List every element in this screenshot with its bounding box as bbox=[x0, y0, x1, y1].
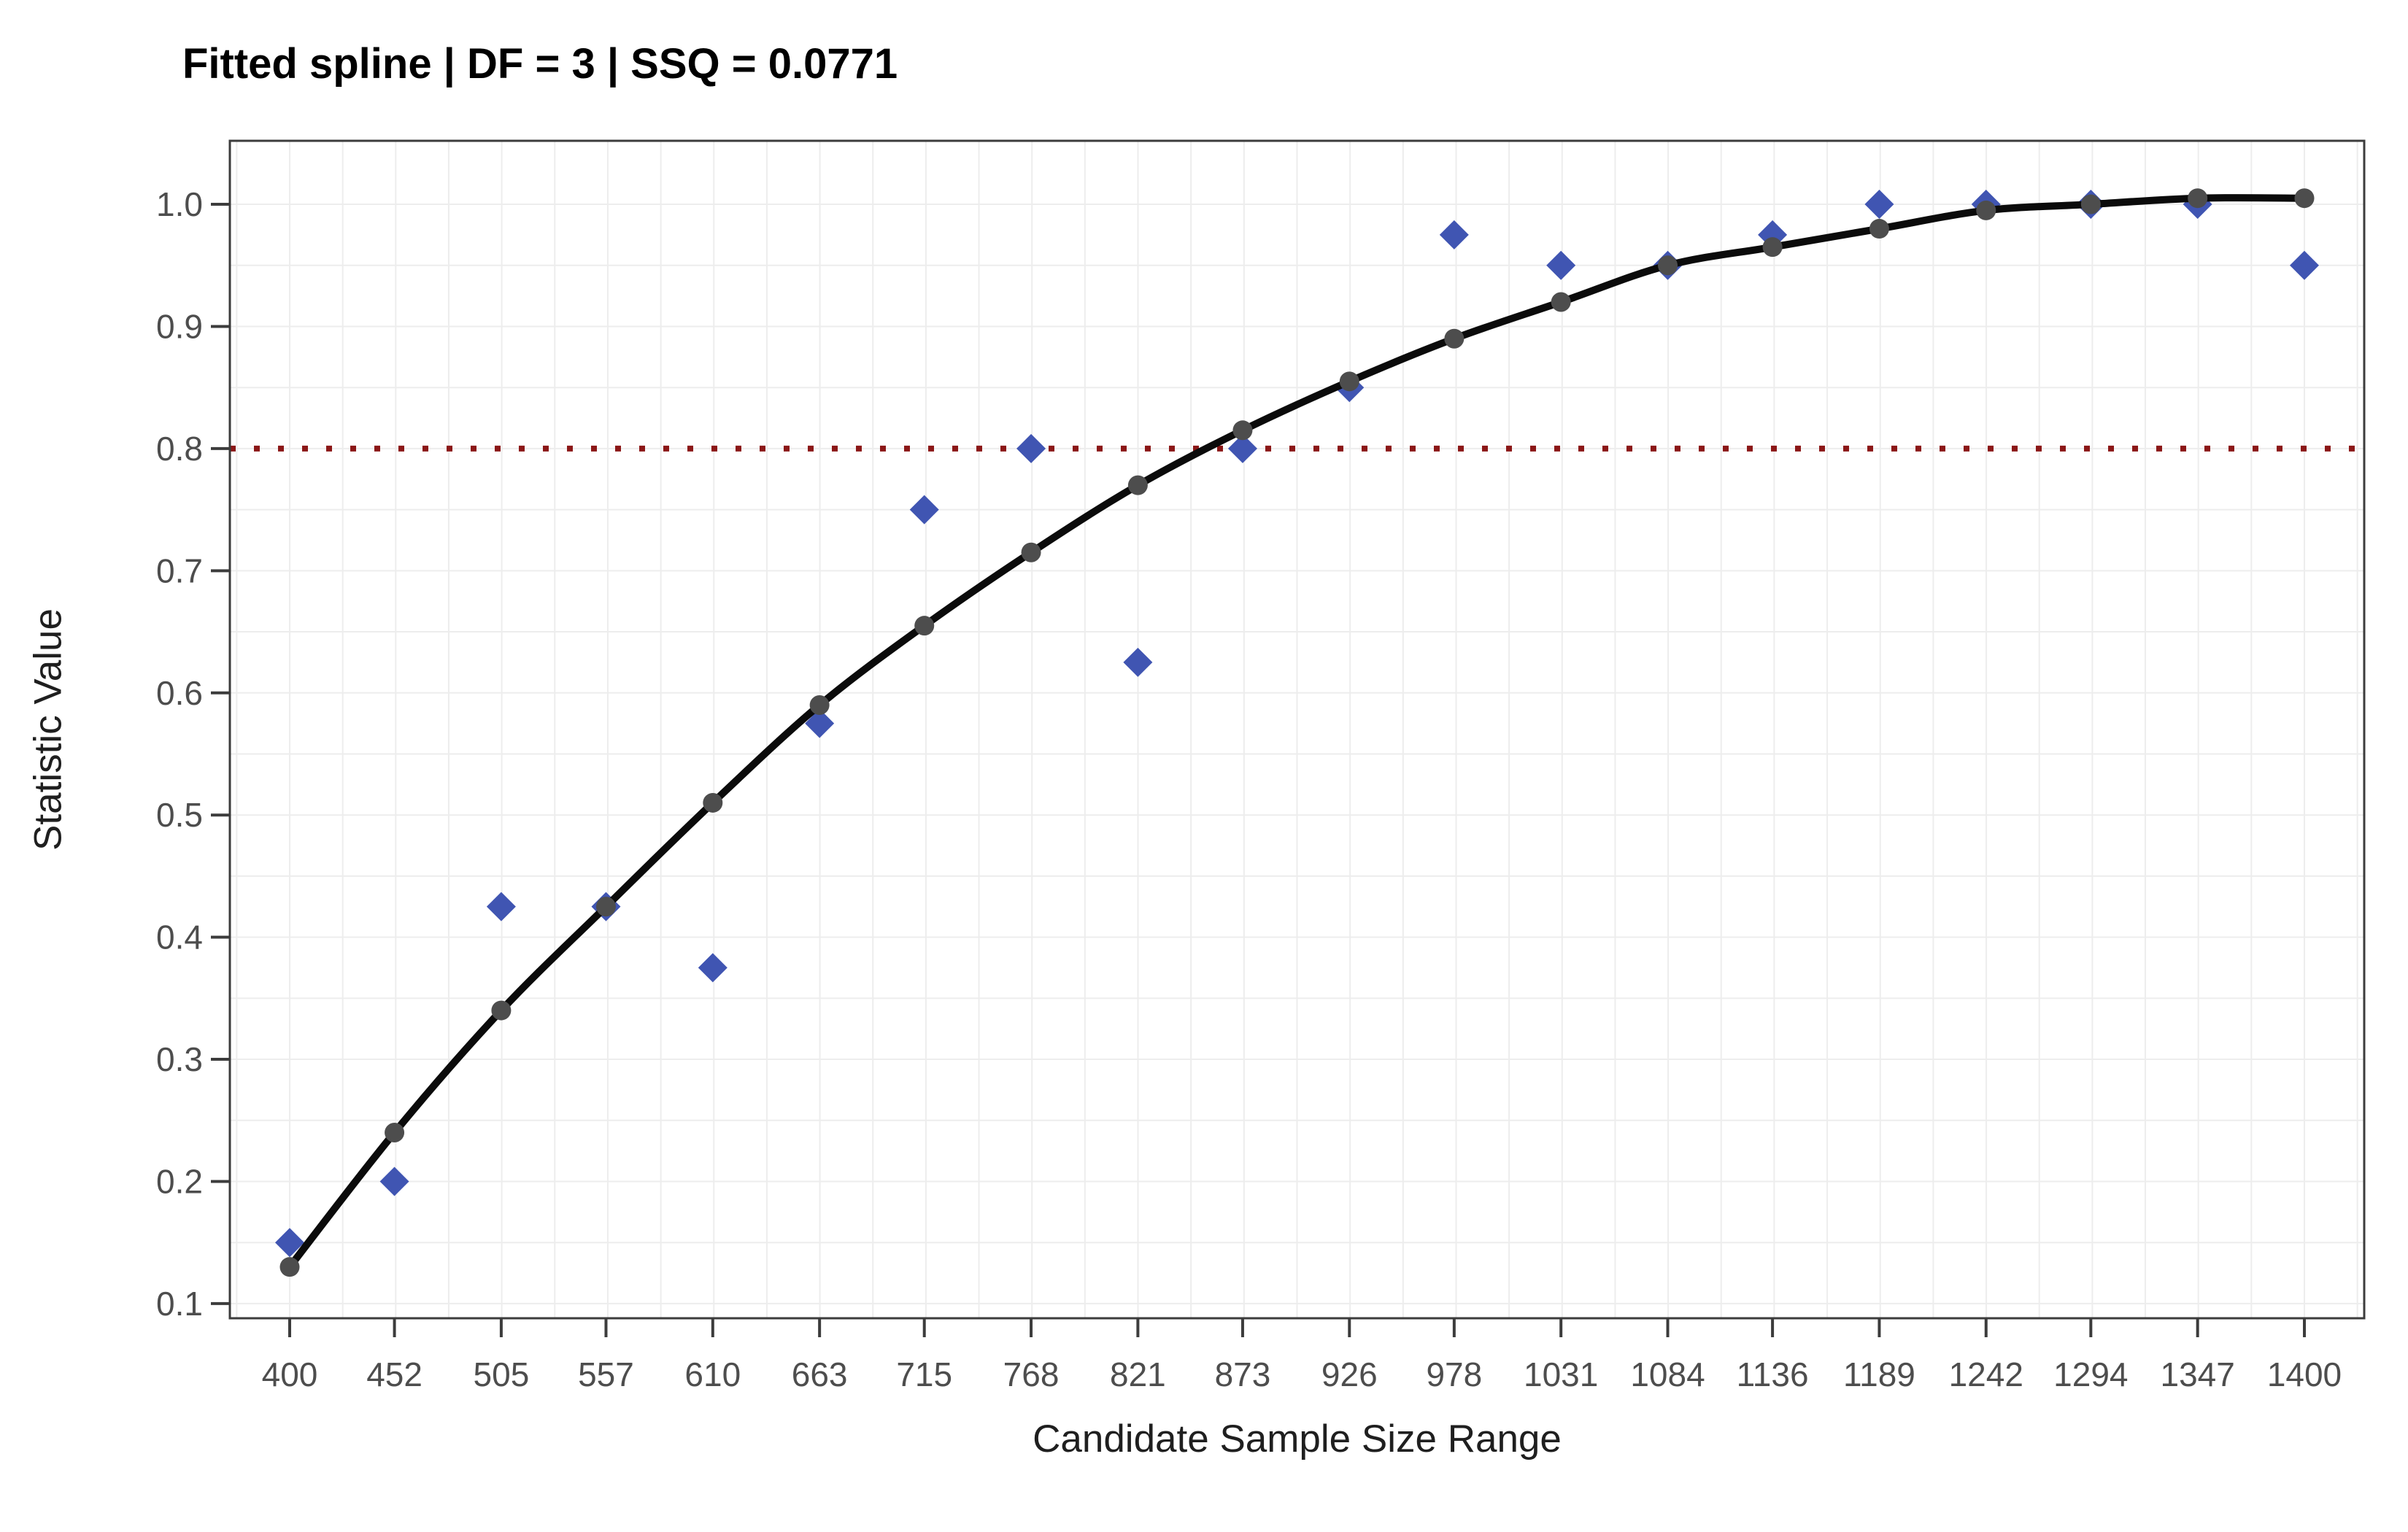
y-tick-label: 0.5 bbox=[156, 796, 203, 834]
y-axis-label: Statistic Value bbox=[26, 608, 70, 851]
diamond-marker bbox=[909, 495, 939, 525]
diamond-marker bbox=[805, 708, 835, 738]
diamond-marker bbox=[486, 891, 516, 921]
circle-marker bbox=[703, 792, 723, 813]
x-tick-label: 505 bbox=[474, 1355, 530, 1393]
diamond-marker bbox=[1227, 433, 1257, 463]
x-tick-label: 1031 bbox=[1524, 1355, 1598, 1393]
x-tick-label: 821 bbox=[1110, 1355, 1166, 1393]
x-axis-label: Candidate Sample Size Range bbox=[1033, 1417, 1562, 1461]
circle-marker bbox=[2188, 188, 2208, 209]
x-tick-label: 400 bbox=[262, 1355, 318, 1393]
gridlines bbox=[230, 141, 2364, 1318]
x-tick-label: 978 bbox=[1426, 1355, 1482, 1393]
circle-marker bbox=[1232, 420, 1253, 441]
circle-marker bbox=[914, 616, 935, 636]
y-tick-label: 0.8 bbox=[156, 430, 203, 468]
diamond-marker bbox=[1123, 647, 1153, 677]
diamond-marker bbox=[2289, 250, 2319, 280]
y-tick-label: 0.1 bbox=[156, 1285, 203, 1323]
x-tick-label: 1084 bbox=[1630, 1355, 1705, 1393]
diamond-marker bbox=[379, 1167, 409, 1196]
x-tick-label: 663 bbox=[792, 1355, 848, 1393]
circle-marker bbox=[385, 1123, 405, 1143]
diamond-marker bbox=[275, 1228, 305, 1258]
circle-marker bbox=[1021, 542, 1041, 562]
x-tick-label: 1189 bbox=[1843, 1355, 1915, 1393]
circle-marker bbox=[1869, 219, 1889, 239]
circle-marker bbox=[491, 1000, 512, 1021]
circle-marker bbox=[1444, 328, 1465, 349]
y-tick-label: 0.6 bbox=[156, 674, 203, 712]
circle-marker bbox=[809, 695, 830, 716]
y-tick-label: 0.4 bbox=[156, 918, 203, 956]
x-tick-label: 1294 bbox=[2053, 1355, 2128, 1393]
circle-marker bbox=[2294, 188, 2315, 209]
diamond-marker bbox=[1016, 433, 1046, 463]
circle-marker bbox=[1551, 292, 1571, 312]
diamond-marker bbox=[698, 953, 728, 983]
x-tick-label: 715 bbox=[896, 1355, 952, 1393]
x-tick-label: 873 bbox=[1215, 1355, 1271, 1393]
circle-marker bbox=[1127, 475, 1148, 495]
x-tick-label: 1136 bbox=[1737, 1355, 1809, 1393]
y-tick-label: 1.0 bbox=[156, 185, 203, 223]
circle-marker bbox=[279, 1257, 300, 1277]
x-tick-label: 1242 bbox=[1949, 1355, 2023, 1393]
diamond-marker bbox=[1546, 250, 1576, 280]
circle-marker bbox=[1339, 371, 1359, 392]
circle-marker bbox=[1658, 255, 1678, 276]
circle-marker bbox=[1976, 200, 1996, 220]
y-axis-ticks: 0.1 0.2 0.3 0.4 0.5 0.6 0.7 0.8 0.9 1.0 bbox=[156, 185, 230, 1323]
panel-border bbox=[228, 139, 2366, 1320]
x-tick-label: 768 bbox=[1003, 1355, 1060, 1393]
diamond-marker bbox=[1439, 220, 1469, 249]
circle-marker bbox=[595, 897, 616, 917]
y-tick-label: 0.2 bbox=[156, 1162, 203, 1200]
diamond-marker bbox=[1864, 190, 1894, 220]
y-tick-label: 0.9 bbox=[156, 307, 203, 345]
chart-title: Fitted spline | DF = 3 | SSQ = 0.0771 bbox=[182, 40, 898, 88]
x-tick-label: 926 bbox=[1321, 1355, 1378, 1393]
x-tick-label: 557 bbox=[578, 1355, 634, 1393]
x-tick-label: 452 bbox=[366, 1355, 422, 1393]
x-tick-label: 1347 bbox=[2160, 1355, 2234, 1393]
spline-knot-points bbox=[279, 188, 2315, 1277]
x-tick-label: 610 bbox=[684, 1355, 741, 1393]
x-axis-ticks: 400 452 505 557 610 663 715 768 821 873 926 978 1031… bbox=[262, 1318, 2342, 1393]
circle-marker bbox=[1762, 237, 1783, 258]
y-tick-label: 0.3 bbox=[156, 1040, 203, 1078]
x-tick-label: 1400 bbox=[2267, 1355, 2342, 1393]
y-tick-label: 0.7 bbox=[156, 552, 203, 589]
circle-marker bbox=[2080, 194, 2101, 214]
